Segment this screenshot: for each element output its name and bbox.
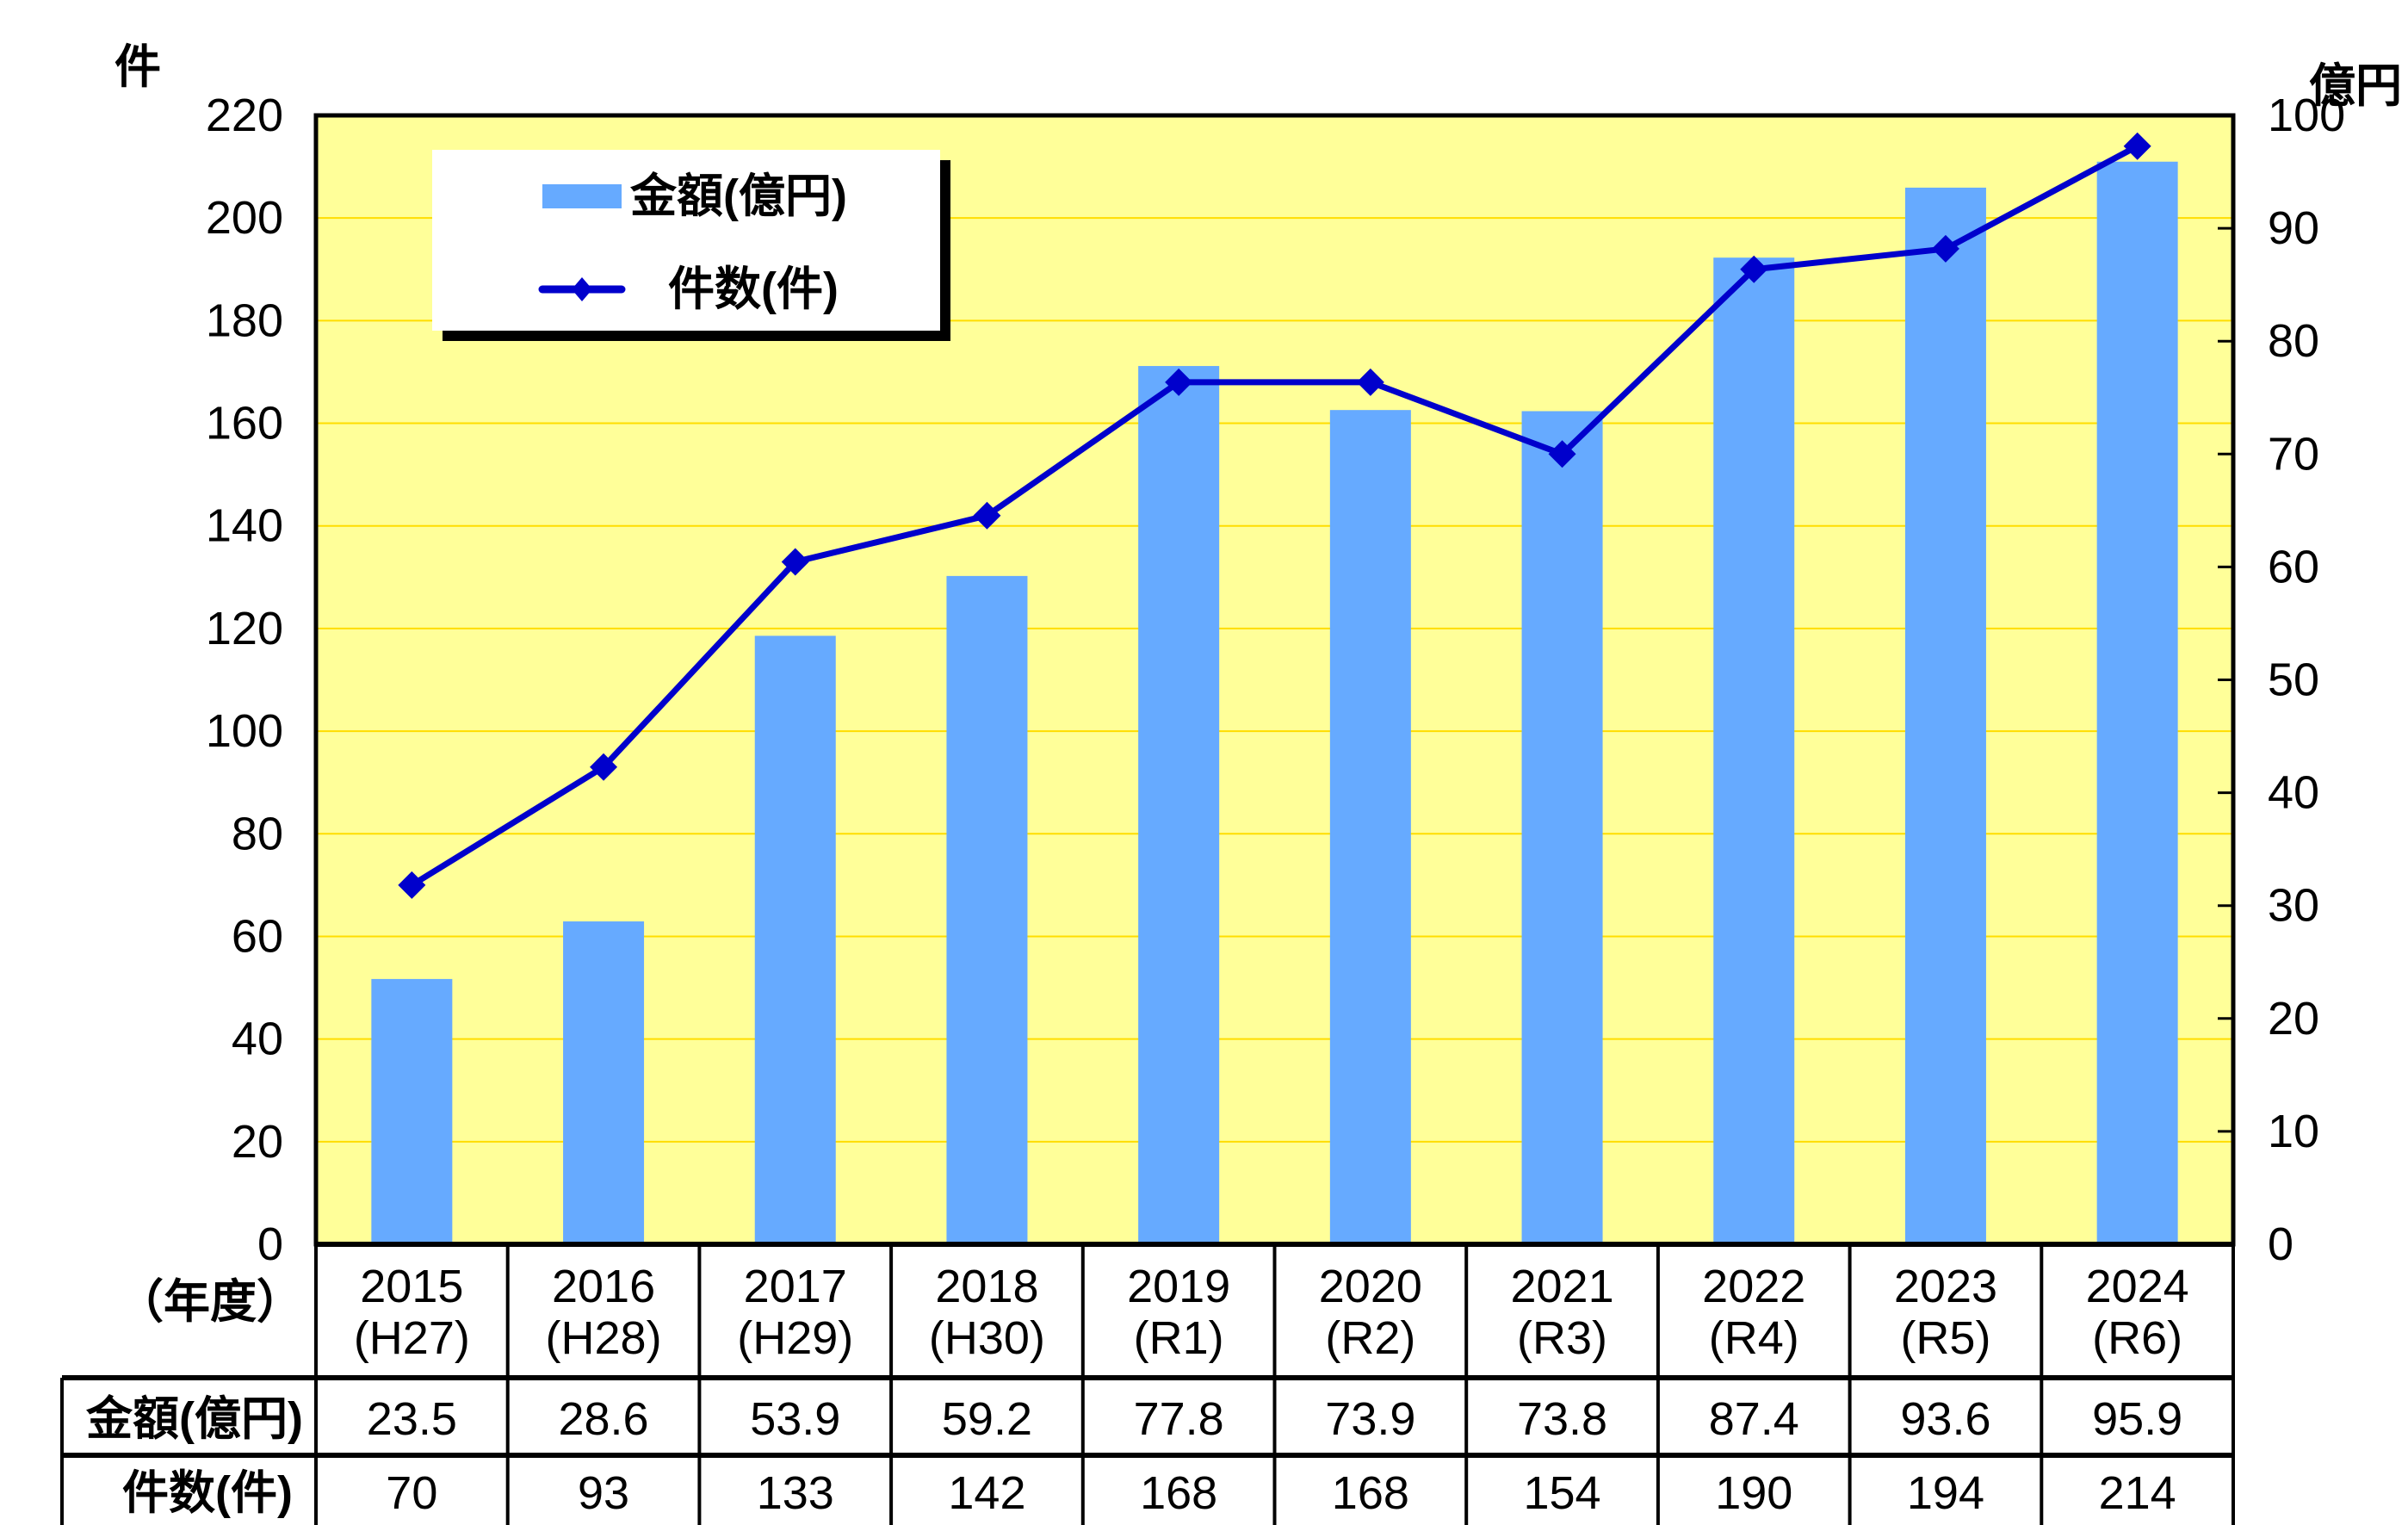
- y-tick-right: 100: [2268, 90, 2345, 141]
- category-sublabel: (H29): [737, 1312, 853, 1364]
- x-header: （年度）: [117, 1276, 303, 1328]
- y-tick-right: 10: [2268, 1106, 2319, 1157]
- category-sublabel: (R5): [1900, 1312, 1990, 1364]
- y-tick-left: 80: [232, 808, 283, 859]
- category-sublabel: (R2): [1325, 1312, 1415, 1364]
- y-axis-right-label: 億円: [2309, 60, 2402, 112]
- category-sublabel: (H28): [546, 1312, 662, 1364]
- y-tick-left: 180: [206, 294, 283, 346]
- legend-marker-count: [572, 277, 592, 301]
- category-label: 2015: [360, 1261, 463, 1312]
- line-count: [410, 143, 2139, 888]
- table-cell-amount: 23.5: [367, 1393, 457, 1445]
- y-tick-right: 80: [2268, 315, 2319, 367]
- marker-count: [1931, 234, 1959, 263]
- data-table: （年度） 2015(H27)23.5702016(H28)28.6932017(H…: [60, 1242, 2235, 1525]
- category-sublabel: (H30): [929, 1312, 1045, 1364]
- y-tick-left: 120: [206, 603, 283, 654]
- y-tick-left: 160: [206, 398, 283, 449]
- table-cell-amount: 28.6: [558, 1393, 648, 1445]
- table-cell-count: 168: [1140, 1467, 1217, 1519]
- table-cell-count: 142: [948, 1467, 1025, 1519]
- y-tick-right: 70: [2268, 428, 2319, 480]
- y-tick-right: 0: [2268, 1218, 2293, 1270]
- table-cell-amount: 53.9: [750, 1393, 840, 1445]
- y-tick-right: 90: [2268, 202, 2319, 254]
- marker-count: [590, 753, 618, 781]
- y-tick-left: 60: [232, 910, 283, 962]
- bar-amount: [371, 978, 453, 1244]
- table-cell-amount: 93.6: [1900, 1393, 1990, 1445]
- category-label: 2020: [1319, 1261, 1422, 1312]
- table-cell-amount: 59.2: [942, 1393, 1032, 1445]
- y-tick-right: 60: [2268, 541, 2319, 592]
- bar-amount: [754, 635, 836, 1244]
- marker-count: [2123, 132, 2151, 160]
- y-tick-left: 40: [232, 1014, 283, 1065]
- marker-count: [973, 501, 1001, 530]
- table-cell-amount: 87.4: [1709, 1393, 1799, 1445]
- table-cell-amount: 95.9: [2092, 1393, 2182, 1445]
- y-tick-right: 50: [2268, 654, 2319, 706]
- marker-count: [1356, 368, 1384, 396]
- y-tick-left: 220: [206, 90, 283, 141]
- table-cell-count: 70: [386, 1467, 437, 1519]
- legend-swatch-amount: [542, 184, 622, 208]
- legend-label-amount: 金額(億円): [629, 170, 847, 222]
- bar-amount: [1138, 366, 1220, 1244]
- y-tick-right: 30: [2268, 880, 2319, 932]
- category-label: 2023: [1894, 1261, 1997, 1312]
- category-label: 2024: [2086, 1261, 2189, 1312]
- bar-amount: [2096, 161, 2178, 1245]
- table-cell-count: 194: [1907, 1467, 1984, 1519]
- bar-amount: [1713, 257, 1795, 1244]
- legend-label-count: 件数(件): [668, 263, 839, 315]
- table-cell-amount: 77.8: [1134, 1393, 1224, 1445]
- table-cell-count: 154: [1523, 1467, 1600, 1519]
- bar-amount: [1904, 187, 1986, 1244]
- marker-count: [1165, 368, 1193, 396]
- y-tick-right: 20: [2268, 993, 2319, 1045]
- category-sublabel: (R6): [2092, 1312, 2182, 1364]
- marker-count: [1548, 440, 1576, 468]
- table-cell-count: 214: [2099, 1467, 2176, 1519]
- bar-amount: [563, 921, 645, 1244]
- bar-amount: [946, 575, 1028, 1244]
- table-cell-amount: 73.8: [1517, 1393, 1607, 1445]
- category-label: 2016: [552, 1261, 655, 1312]
- marker-count: [1740, 255, 1768, 283]
- y-tick-left: 100: [206, 705, 283, 757]
- category-label: 2022: [1702, 1261, 1805, 1312]
- y-tick-left: 200: [206, 192, 283, 244]
- y-tick-left: 0: [257, 1218, 283, 1270]
- bar-amount: [1521, 411, 1603, 1244]
- table-cell-amount: 73.9: [1325, 1393, 1415, 1445]
- category-sublabel: (R4): [1709, 1312, 1799, 1364]
- table-row-label-count: 件数(件): [122, 1467, 293, 1519]
- category-label: 2019: [1127, 1261, 1230, 1312]
- category-label: 2021: [1510, 1261, 1613, 1312]
- y-tick-left: 140: [206, 500, 283, 552]
- bar-amount: [1329, 410, 1411, 1244]
- marker-count: [398, 871, 426, 899]
- category-sublabel: (R1): [1134, 1312, 1224, 1364]
- table-cell-count: 93: [578, 1467, 629, 1519]
- category-sublabel: (R3): [1517, 1312, 1607, 1364]
- table-row-label-amount: 金額(億円): [85, 1393, 303, 1445]
- table-cell-count: 168: [1332, 1467, 1409, 1519]
- y-tick-right: 40: [2268, 767, 2319, 819]
- marker-count: [781, 548, 809, 576]
- category-label: 2017: [744, 1261, 847, 1312]
- y-axis-left-label: 件: [115, 41, 161, 93]
- category-label: 2018: [935, 1261, 1038, 1312]
- table-cell-count: 190: [1715, 1467, 1792, 1519]
- y-tick-left: 20: [232, 1116, 283, 1168]
- table-cell-count: 133: [757, 1467, 834, 1519]
- legend: 金額(億円) 件数(件): [432, 150, 950, 341]
- category-sublabel: (H27): [354, 1312, 470, 1364]
